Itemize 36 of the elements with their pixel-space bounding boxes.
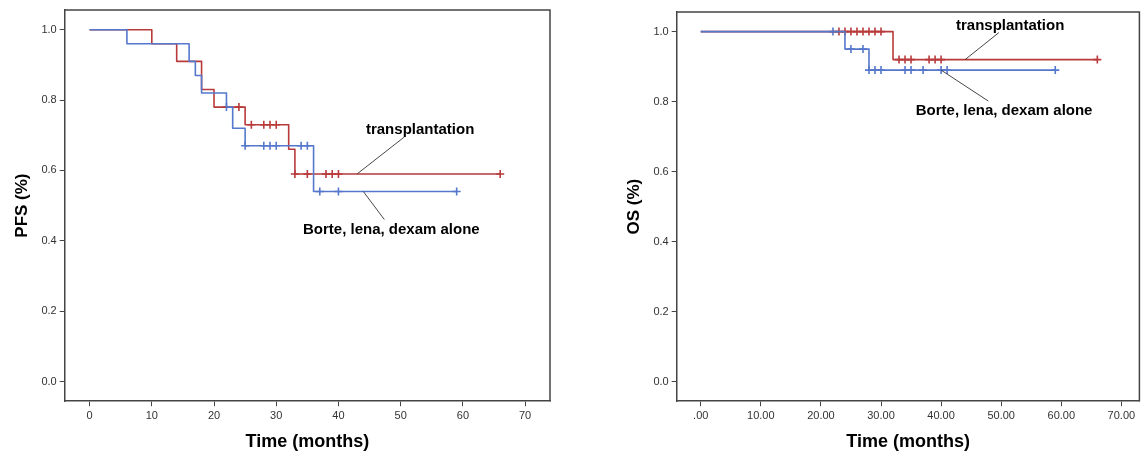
x-tick-label: 30.00: [867, 408, 895, 421]
x-tick-label: 50: [394, 408, 407, 421]
annotation: transplantation: [955, 15, 1065, 33]
x-axis-title: Time (months): [245, 431, 370, 452]
annotation: Borte, lena, dexam alone: [302, 219, 480, 237]
x-tick-label: 70.00: [1107, 408, 1136, 421]
y-tick-label: 0.0: [41, 374, 57, 387]
y-tick-label: 1.0: [653, 24, 669, 37]
annotation: Borte, lena, dexam alone: [915, 101, 1093, 119]
annotation: transplantation: [365, 119, 475, 137]
x-tick-label: 60.00: [1047, 408, 1076, 421]
x-tick-label: 10.00: [747, 408, 775, 421]
x-tick-label: 20: [207, 408, 221, 421]
y-tick-label: 0.2: [653, 304, 669, 317]
x-tick-label: 0: [86, 408, 93, 421]
y-tick-label: 0.4: [653, 234, 669, 247]
x-tick-label: 30: [270, 408, 283, 421]
y-tick-label: 0.8: [653, 94, 669, 107]
y-tick-label: 1.0: [41, 22, 57, 35]
y-axis-title: PFS (%): [11, 173, 31, 238]
y-tick-label: 0.0: [653, 374, 669, 387]
x-tick-label: 40: [332, 408, 345, 421]
x-tick-label: 50.00: [987, 408, 1015, 421]
x-tick-label: .00: [693, 408, 709, 421]
x-tick-label: 70: [518, 408, 532, 421]
y-tick-label: 0.8: [41, 93, 57, 106]
y-tick-label: 0.6: [653, 164, 669, 177]
x-tick-label: 20.00: [807, 408, 835, 421]
x-tick-label: 10: [145, 408, 158, 421]
y-tick-label: 0.2: [41, 304, 57, 317]
x-tick-label: 60: [456, 408, 470, 421]
y-axis-title: OS (%): [623, 178, 643, 235]
x-tick-label: 40.00: [927, 408, 955, 421]
y-tick-label: 0.6: [41, 163, 57, 176]
x-axis-title: Time (months): [846, 431, 970, 452]
y-tick-label: 0.4: [41, 233, 57, 246]
